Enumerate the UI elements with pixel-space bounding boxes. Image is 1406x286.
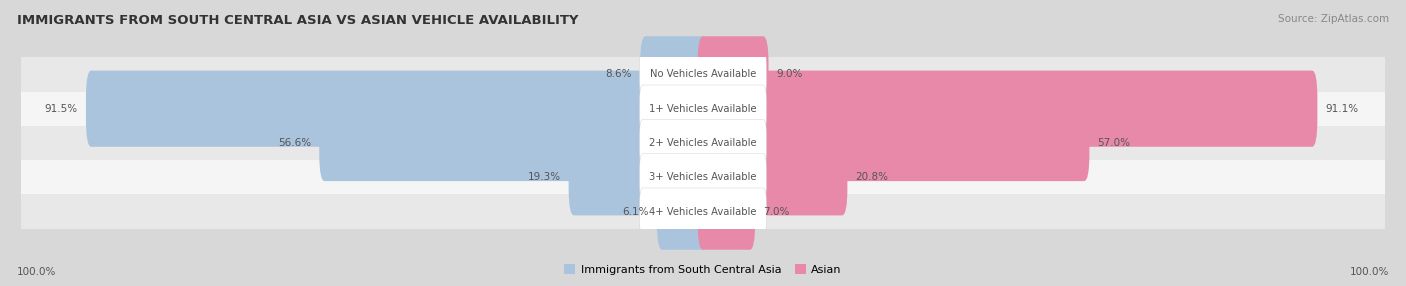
- FancyBboxPatch shape: [21, 57, 1385, 92]
- FancyBboxPatch shape: [640, 51, 766, 98]
- FancyBboxPatch shape: [86, 71, 709, 147]
- FancyBboxPatch shape: [568, 139, 709, 215]
- Text: 3+ Vehicles Available: 3+ Vehicles Available: [650, 172, 756, 182]
- Legend: Immigrants from South Central Asia, Asian: Immigrants from South Central Asia, Asia…: [564, 264, 842, 275]
- FancyBboxPatch shape: [319, 105, 709, 181]
- Text: Source: ZipAtlas.com: Source: ZipAtlas.com: [1278, 14, 1389, 24]
- Text: No Vehicles Available: No Vehicles Available: [650, 69, 756, 79]
- Text: 19.3%: 19.3%: [527, 172, 561, 182]
- FancyBboxPatch shape: [21, 92, 1385, 126]
- Text: 7.0%: 7.0%: [763, 207, 790, 217]
- Text: 56.6%: 56.6%: [278, 138, 311, 148]
- FancyBboxPatch shape: [697, 139, 848, 215]
- FancyBboxPatch shape: [21, 160, 1385, 194]
- Text: 57.0%: 57.0%: [1098, 138, 1130, 148]
- FancyBboxPatch shape: [21, 126, 1385, 160]
- FancyBboxPatch shape: [657, 174, 709, 250]
- Text: 100.0%: 100.0%: [17, 267, 56, 277]
- Text: 2+ Vehicles Available: 2+ Vehicles Available: [650, 138, 756, 148]
- FancyBboxPatch shape: [640, 119, 766, 167]
- Text: 6.1%: 6.1%: [623, 207, 648, 217]
- FancyBboxPatch shape: [697, 105, 1090, 181]
- Text: 1+ Vehicles Available: 1+ Vehicles Available: [650, 104, 756, 114]
- Text: 8.6%: 8.6%: [606, 69, 633, 79]
- Text: 20.8%: 20.8%: [855, 172, 889, 182]
- Text: 9.0%: 9.0%: [776, 69, 803, 79]
- Text: IMMIGRANTS FROM SOUTH CENTRAL ASIA VS ASIAN VEHICLE AVAILABILITY: IMMIGRANTS FROM SOUTH CENTRAL ASIA VS AS…: [17, 14, 578, 27]
- Text: 4+ Vehicles Available: 4+ Vehicles Available: [650, 207, 756, 217]
- FancyBboxPatch shape: [697, 36, 769, 112]
- Text: 91.5%: 91.5%: [45, 104, 77, 114]
- FancyBboxPatch shape: [640, 85, 766, 132]
- FancyBboxPatch shape: [21, 194, 1385, 229]
- Text: 100.0%: 100.0%: [1350, 267, 1389, 277]
- FancyBboxPatch shape: [640, 36, 709, 112]
- FancyBboxPatch shape: [640, 154, 766, 201]
- Text: 91.1%: 91.1%: [1326, 104, 1358, 114]
- FancyBboxPatch shape: [697, 174, 755, 250]
- FancyBboxPatch shape: [640, 188, 766, 235]
- FancyBboxPatch shape: [697, 71, 1317, 147]
